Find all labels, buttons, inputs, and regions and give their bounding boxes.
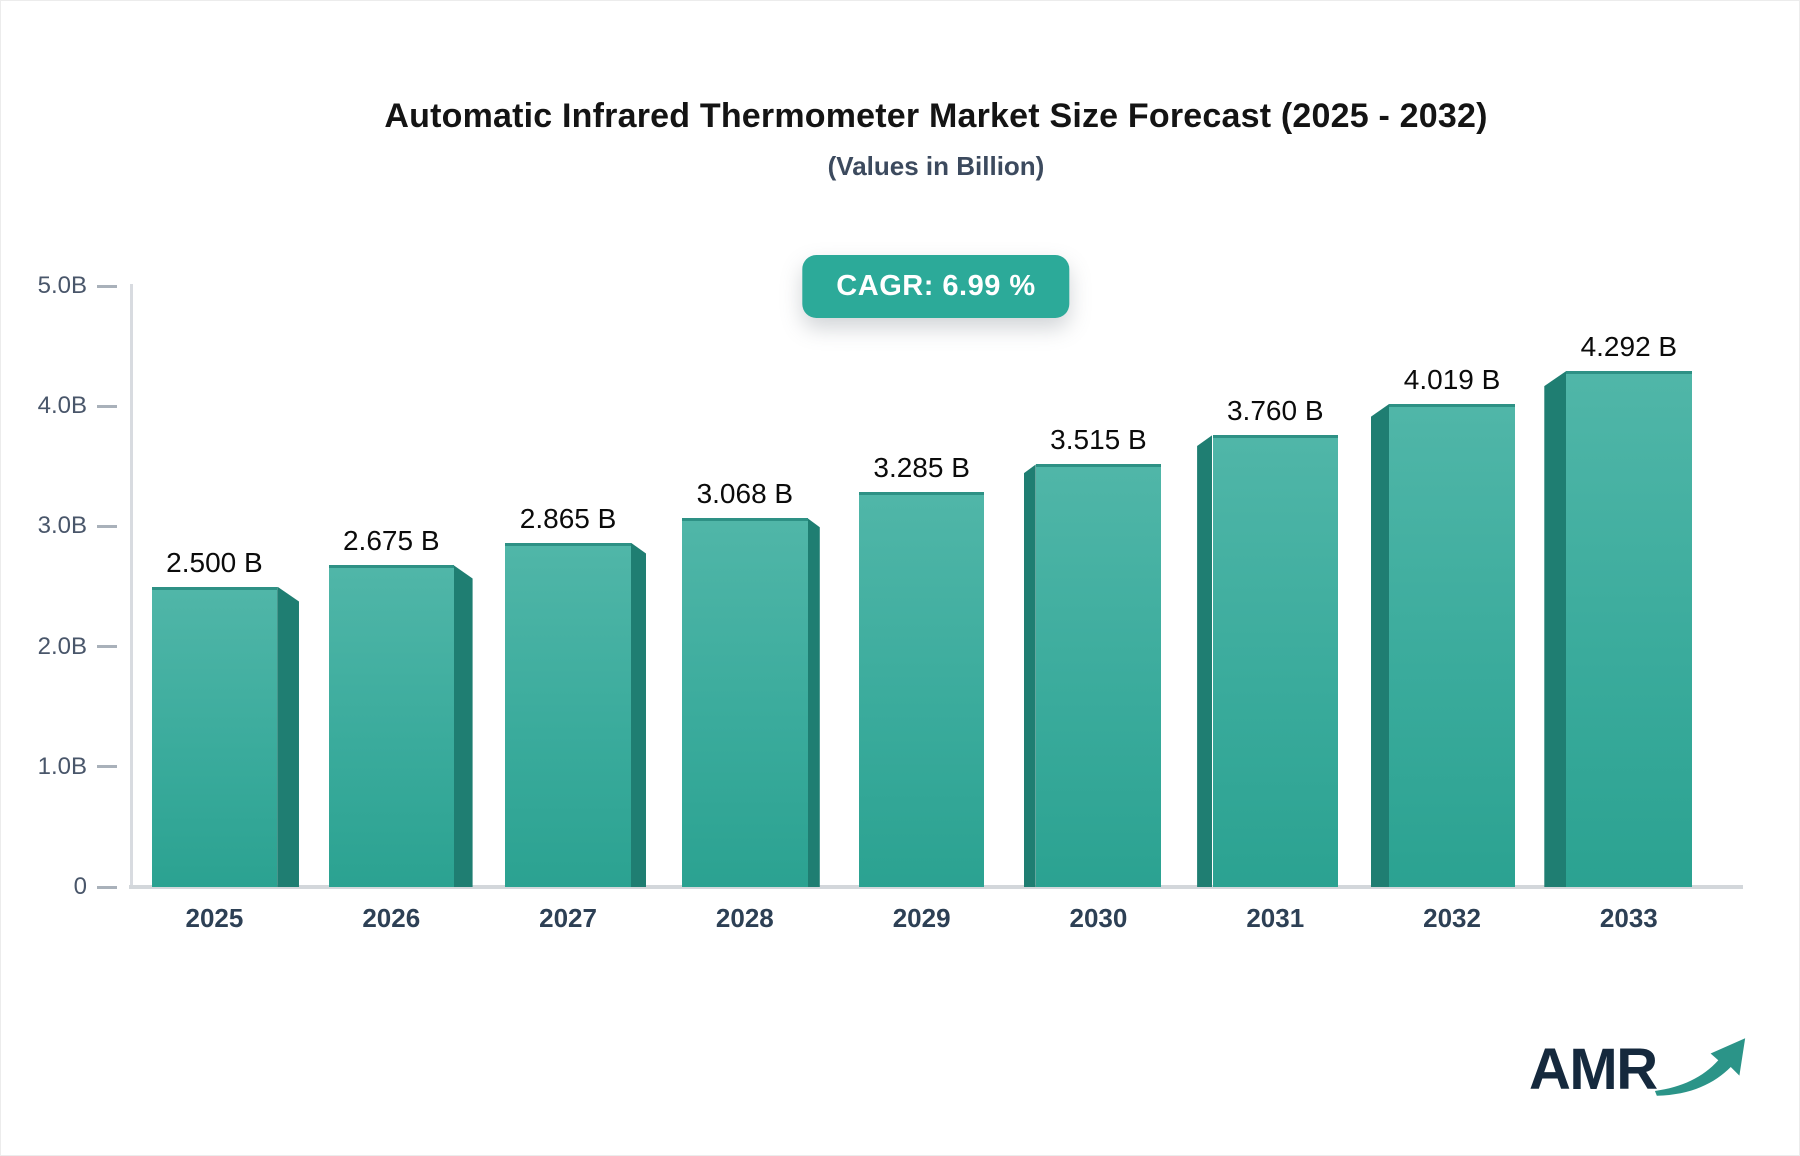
bar-side-shadow	[454, 565, 473, 887]
amr-logo-text: AMR	[1529, 1037, 1658, 1102]
x-tick-label: 2033	[1599, 903, 1658, 933]
x-tick-label: 2026	[362, 903, 421, 933]
bar-value-label: 3.515 B	[1050, 424, 1147, 456]
x-tick-label: 2032	[1423, 903, 1481, 933]
bar-side-shadow	[1197, 435, 1213, 887]
bar-value-label: 4.292 B	[1580, 331, 1678, 363]
y-tick-label: 5.0B	[37, 272, 87, 299]
chart-title: Automatic Infrared Thermometer Market Si…	[384, 97, 1488, 135]
bar-value-label: 4.019 B	[1403, 363, 1501, 395]
bar-side-shadow	[1544, 371, 1567, 887]
bar-value-label: 3.285 B	[873, 452, 970, 484]
bar-value-label: 3.068 B	[696, 478, 794, 510]
y-tick-dash	[97, 645, 117, 649]
bar	[151, 586, 278, 887]
bar	[1212, 435, 1338, 887]
x-tick-label: 2029	[892, 903, 951, 933]
y-tick-dash	[97, 284, 117, 288]
bar-value-label: 2.865 B	[519, 502, 617, 534]
y-tick-label: 3.0B	[37, 512, 87, 540]
bar-side-shadow	[1023, 464, 1036, 887]
bar-side-shadow	[277, 586, 299, 887]
amr-logo: AMR	[1529, 1037, 1749, 1102]
y-tick-dash	[97, 524, 117, 528]
x-axis-line	[129, 885, 1743, 889]
y-tick-label: 1.0B	[37, 752, 87, 780]
bar	[328, 565, 454, 887]
bar	[1389, 403, 1515, 887]
y-tick-dash	[97, 765, 117, 769]
bar	[1035, 464, 1162, 887]
bar-side-shadow	[630, 542, 647, 887]
bar-side-shadow	[1370, 403, 1390, 887]
x-tick-label: 2031	[1246, 903, 1305, 933]
chart-subtitle: (Values in Billion)	[827, 151, 1045, 181]
bar-value-label: 3.760 B	[1226, 395, 1324, 427]
y-tick-dash	[97, 885, 117, 889]
x-tick-label: 2028	[715, 903, 774, 933]
bar-value-label: 2.500 B	[166, 546, 263, 578]
y-axis-line	[130, 284, 133, 887]
bar	[682, 518, 808, 887]
x-tick-label: 2025	[185, 903, 244, 933]
y-tick-dash	[97, 404, 117, 408]
cagr-badge: CAGR: 6.99 %	[802, 255, 1070, 318]
growth-arrow-icon	[1654, 1038, 1745, 1096]
bar-side-shadow	[807, 518, 820, 887]
x-tick-label: 2030	[1069, 903, 1128, 933]
bar	[505, 542, 631, 887]
y-tick-label: 2.0B	[37, 632, 87, 660]
bar-value-label: 2.675 B	[342, 525, 440, 557]
y-tick-label: 4.0B	[37, 392, 87, 420]
y-tick-label: 0	[73, 873, 87, 900]
bar	[1566, 371, 1692, 887]
x-tick-label: 2027	[539, 903, 597, 933]
bar	[858, 492, 985, 887]
